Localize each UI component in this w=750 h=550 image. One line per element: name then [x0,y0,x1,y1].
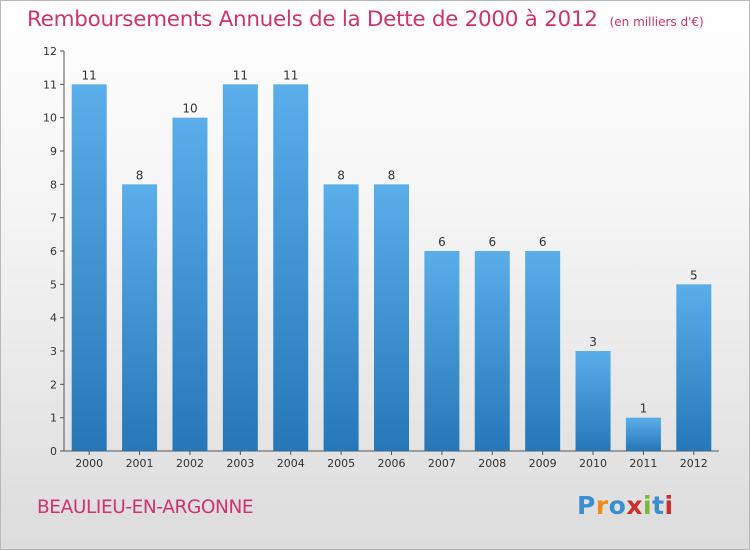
logo-letter: t [652,491,665,520]
x-tick-label: 2004 [277,457,305,470]
bar-value-label: 8 [136,168,144,182]
x-tick-label: 2003 [226,457,254,470]
y-tick-label: 5 [50,278,57,291]
logo-letter: i [664,491,674,520]
bar [474,251,510,451]
y-tick-label: 11 [43,78,57,91]
chart-title-line: Remboursements Annuels de la Dette de 20… [27,7,704,32]
x-tick-label: 2000 [75,457,103,470]
logo-letter: x [626,491,643,520]
bar [625,417,661,451]
x-tick-label: 2011 [629,457,657,470]
bar [273,84,309,451]
x-tick-label: 2006 [378,457,406,470]
x-tick-label: 2007 [428,457,456,470]
logo-letter: r [595,491,609,520]
y-tick-label: 7 [50,212,57,225]
bar [323,184,359,452]
commune-name: BEAULIEU-EN-ARGONNE [37,497,254,518]
y-tick-label: 3 [50,345,57,358]
bar-value-label: 8 [388,168,396,182]
y-tick-label: 8 [50,178,57,191]
bar [374,184,409,452]
bar [525,251,561,451]
bar [122,184,158,452]
bar [676,284,712,451]
x-tick-label: 2002 [176,457,204,470]
x-tick-label: 2009 [529,457,557,470]
bar-value-label: 8 [337,168,345,182]
bar-value-label: 10 [182,102,197,116]
chart-title: Remboursements Annuels de la Dette de 20… [27,7,598,32]
x-tick-label: 2005 [327,457,355,470]
y-tick-label: 4 [50,312,57,325]
logo-letter: P [577,491,596,520]
bar-value-label: 11 [233,68,248,82]
y-tick-label: 9 [50,145,57,158]
bar [424,251,460,451]
bar [71,84,107,451]
y-tick-label: 6 [50,245,57,258]
bar-value-label: 6 [438,235,446,249]
bar-value-label: 6 [539,235,547,249]
bar [222,84,258,451]
x-tick-label: 2001 [126,457,154,470]
bar-value-label: 3 [589,335,597,349]
bar [172,117,208,452]
y-tick-label: 0 [50,445,57,458]
bar-value-label: 5 [690,268,698,282]
bar-value-label: 1 [640,402,648,416]
bar-value-label: 11 [283,68,298,82]
logo-letter: i [643,491,653,520]
logo-letter: o [608,491,627,520]
bar-value-label: 11 [82,68,97,82]
y-tick-label: 12 [43,45,57,58]
x-tick-label: 2010 [579,457,607,470]
y-tick-label: 1 [50,412,57,425]
y-tick-label: 10 [43,112,57,125]
bar [575,351,611,451]
bar-value-label: 6 [488,235,496,249]
proxiti-logo: Proxiti [577,491,674,520]
y-tick-label: 2 [50,378,57,391]
x-tick-label: 2008 [478,457,506,470]
chart-subtitle: (en milliers d'€) [609,15,704,29]
x-tick-label: 2012 [680,457,708,470]
